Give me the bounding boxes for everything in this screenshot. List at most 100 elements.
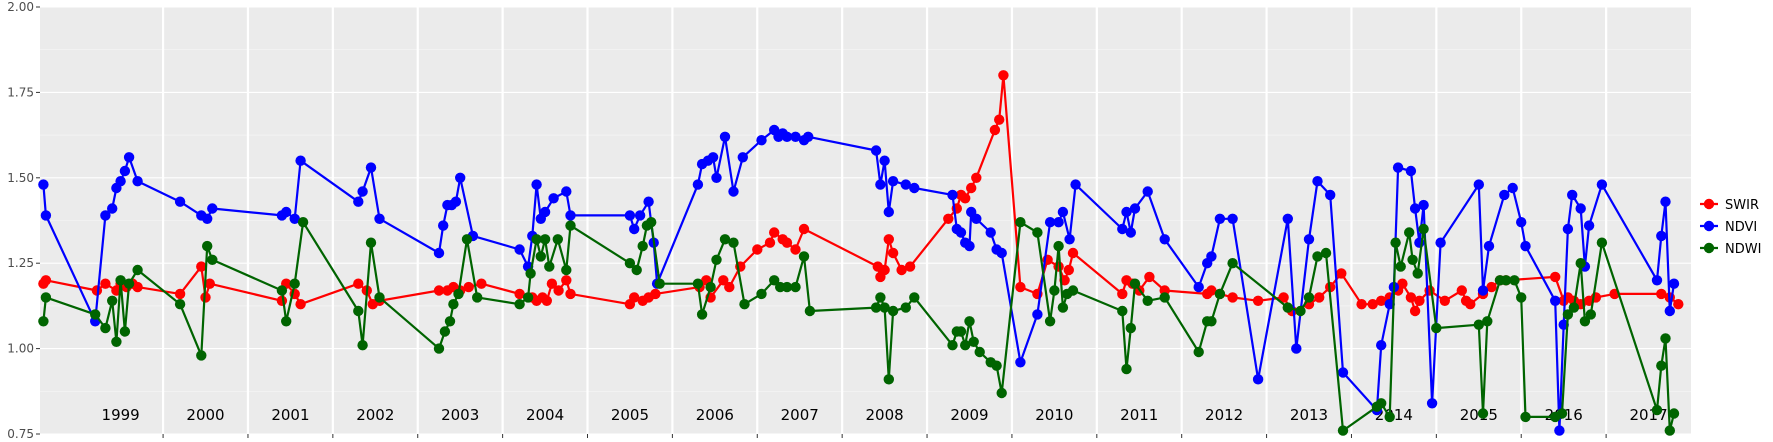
data-point-ndwi (1067, 285, 1079, 296)
data-point-ndvi (1426, 398, 1438, 409)
data-point-swir (565, 288, 576, 300)
data-point-ndvi (1227, 213, 1238, 224)
data-point-swir (1673, 299, 1684, 310)
data-point-ndwi (1376, 398, 1387, 409)
data-point-ndwi (909, 292, 920, 303)
data-point-ndwi (964, 316, 975, 327)
data-point-ndwi (374, 292, 385, 303)
data-point-ndwi (1227, 258, 1238, 269)
data-point-ndwi (654, 278, 665, 289)
year-label: 2001 (271, 406, 309, 424)
data-point-ndvi (1668, 278, 1680, 289)
data-point-ndwi (1516, 292, 1527, 303)
data-point-swir (174, 288, 186, 300)
data-point-ndvi (353, 196, 364, 207)
data-point-ndvi (900, 179, 911, 190)
data-point-ndvi (295, 155, 306, 166)
data-point-ndvi (1554, 425, 1565, 436)
data-point-ndvi (1575, 203, 1586, 214)
data-point-ndwi (100, 322, 111, 334)
data-point-ndwi (289, 278, 300, 289)
data-point-ndwi (522, 292, 534, 303)
grid-lines (40, 6, 1691, 435)
data-point-ndwi (1049, 285, 1060, 296)
data-point-ndwi (624, 258, 636, 269)
legend-label-swir: SWIR (1725, 198, 1759, 213)
data-point-ndvi (1473, 179, 1485, 190)
y-tick-label: 1.75 (7, 85, 34, 99)
data-point-ndwi (123, 278, 135, 289)
data-point-swir (752, 244, 763, 255)
data-point-ndwi (883, 374, 894, 385)
data-point-ndvi (909, 182, 920, 194)
data-point-ndvi (1206, 251, 1217, 262)
data-point-ndvi (629, 223, 640, 235)
data-point-swir (998, 70, 1009, 81)
data-point-ndwi (1282, 302, 1294, 313)
data-point-ndwi (1129, 278, 1141, 289)
data-point-ndwi (525, 268, 536, 279)
data-point-ndvi (875, 179, 886, 190)
data-point-ndvi (1583, 220, 1595, 231)
data-point-ndwi (544, 261, 555, 272)
year-label: 2011 (1120, 406, 1158, 424)
data-point-ndwi (132, 264, 143, 276)
data-point-ndvi (1064, 234, 1075, 245)
data-point-ndvi (634, 210, 646, 221)
data-point-ndvi (1405, 165, 1417, 177)
year-label: 2009 (950, 406, 988, 424)
data-point-ndvi (1435, 237, 1446, 248)
data-point-swir (1067, 247, 1079, 259)
data-point-ndvi (1252, 374, 1264, 385)
data-point-ndvi (996, 247, 1007, 259)
y-tick-label: 1.50 (7, 171, 34, 185)
data-point-swir (1439, 295, 1451, 306)
data-point-ndvi (202, 213, 213, 224)
data-point-ndwi (781, 281, 793, 293)
data-point-ndvi (357, 186, 368, 197)
legend-key-point (1703, 242, 1715, 254)
data-point-ndwi (1117, 305, 1128, 317)
data-point-ndvi (1562, 223, 1574, 235)
year-label: 2005 (611, 406, 649, 424)
data-point-ndwi (1418, 223, 1429, 235)
data-point-ndwi (90, 309, 101, 320)
data-point-ndwi (1520, 411, 1531, 423)
data-point-ndwi (719, 234, 731, 245)
data-point-ndvi (947, 189, 958, 201)
data-point-ndvi (455, 172, 466, 183)
data-point-ndvi (1117, 223, 1128, 235)
data-point-ndvi (1070, 179, 1081, 190)
data-point-ndvi (1312, 176, 1323, 187)
data-point-ndwi (1412, 268, 1423, 279)
y-tick-label: 2.00 (7, 0, 34, 14)
data-point-swir (724, 281, 735, 293)
data-point-ndvi (756, 135, 767, 146)
data-point-ndwi (531, 234, 542, 245)
series-layer (38, 70, 1684, 436)
data-point-ndwi (1431, 322, 1442, 334)
data-point-ndvi (879, 155, 890, 166)
data-point-ndwi (1390, 237, 1401, 248)
data-point-ndwi (297, 217, 309, 228)
data-point-ndwi (1596, 237, 1608, 248)
data-point-ndvi (115, 176, 126, 187)
data-point-ndvi (107, 203, 118, 214)
data-point-swir (1227, 292, 1238, 303)
data-point-ndwi (756, 288, 767, 300)
data-point-swir (883, 234, 894, 245)
data-point-ndvi (692, 179, 704, 190)
data-point-swir (943, 213, 954, 224)
data-point-ndvi (438, 220, 449, 231)
year-label: 2003 (441, 406, 479, 424)
data-point-ndvi (728, 186, 739, 197)
data-point-ndvi (803, 131, 814, 142)
data-point-ndvi (548, 193, 559, 204)
data-point-ndwi (1193, 346, 1204, 358)
data-point-ndvi (883, 206, 894, 218)
data-point-ndwi (1651, 404, 1663, 416)
data-point-ndwi (711, 254, 722, 265)
data-point-swir (781, 237, 793, 248)
data-point-ndwi (552, 234, 563, 245)
data-point-swir (196, 261, 207, 272)
